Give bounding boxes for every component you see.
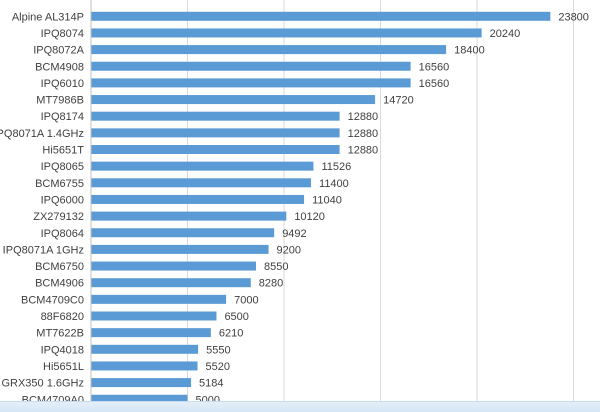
bar [91, 194, 305, 204]
value-label: 5184 [199, 378, 223, 390]
value-label: 12880 [348, 111, 379, 123]
category-label: IPQ8074 [41, 28, 84, 40]
category-label: IPQ6000 [41, 194, 84, 206]
bar [91, 244, 269, 254]
bar [91, 145, 340, 154]
bar [91, 228, 275, 238]
bar [91, 178, 312, 188]
value-label: 8280 [259, 278, 283, 290]
category-label: Alpine AL314P [12, 11, 84, 23]
category-label: IPQ8065 [41, 161, 84, 173]
bar [91, 61, 411, 71]
value-label: 10120 [294, 211, 325, 223]
value-label: 16560 [419, 61, 450, 73]
category-label: MT7622B [36, 328, 84, 340]
value-label: 6210 [219, 328, 243, 340]
window-bottom-edge [0, 401, 600, 412]
category-label: BCM4709C0 [21, 294, 84, 306]
category-label: ZX279132 [33, 211, 84, 223]
bar [91, 378, 192, 388]
value-label: 14720 [383, 95, 414, 107]
category-label: IPQ8064 [41, 228, 84, 240]
bar [91, 311, 217, 321]
category-labels: Alpine AL314P IPQ8074 IPQ8072A BCM4908 IPQ60… [0, 11, 85, 406]
value-label: 11400 [319, 178, 349, 190]
value-label: 5520 [206, 361, 230, 373]
bar [91, 278, 251, 288]
bar [91, 11, 551, 21]
category-label: BCM6755 [35, 178, 84, 190]
bar [91, 328, 211, 338]
value-label: 7000 [234, 294, 258, 306]
category-label: IPQ8071A 1.4GHz [0, 128, 84, 140]
category-label: MT7986B [36, 95, 84, 107]
bar [91, 394, 188, 404]
category-label: IPQ4018 [41, 344, 84, 356]
category-label: 88F6820 [41, 311, 84, 323]
category-label: GRX350 1.6GHz [1, 378, 84, 390]
value-label: 6500 [224, 311, 248, 323]
bar [91, 211, 287, 221]
category-label: Hi5651L [43, 361, 84, 373]
bars [91, 11, 551, 404]
category-label: BCM4908 [35, 61, 84, 73]
category-label: IPQ8174 [41, 111, 84, 123]
bar [91, 28, 482, 38]
bar [91, 95, 376, 105]
category-label: IPQ8072A [33, 45, 84, 57]
bar [91, 161, 314, 171]
category-label: BCM6750 [35, 261, 84, 273]
value-label: 11040 [312, 194, 342, 206]
bar [91, 294, 227, 304]
value-label: 23800 [558, 11, 589, 23]
value-label: 16560 [419, 78, 450, 90]
category-label: BCM4906 [35, 278, 84, 290]
value-label: 9492 [282, 228, 306, 240]
bar [91, 111, 340, 121]
value-label: 5550 [206, 344, 230, 356]
bar [91, 78, 411, 88]
bar [91, 261, 257, 271]
value-label: 11526 [321, 161, 351, 173]
value-label: 8550 [264, 261, 288, 273]
value-label: 20240 [490, 28, 521, 40]
bar [91, 344, 199, 354]
category-label: Hi5651T [42, 145, 84, 157]
category-label: IPQ8071A 1GHz [3, 244, 84, 256]
bar [91, 128, 340, 138]
bar [91, 45, 447, 55]
value-label: 12880 [348, 145, 379, 157]
category-label: IPQ6010 [41, 78, 84, 90]
value-label: 9200 [277, 244, 301, 256]
value-label: 12880 [348, 128, 379, 140]
bar [91, 361, 198, 371]
value-label: 18400 [454, 45, 485, 57]
